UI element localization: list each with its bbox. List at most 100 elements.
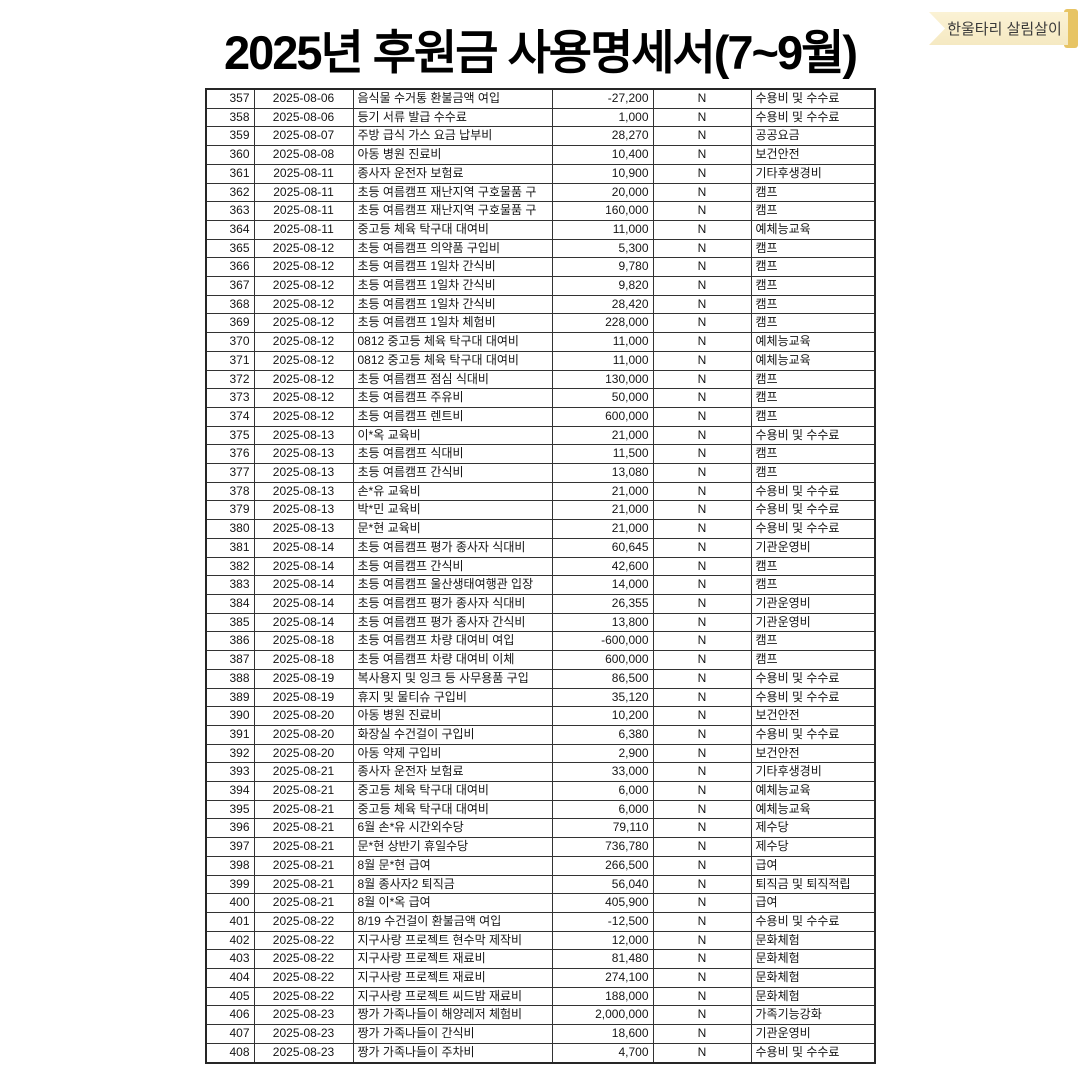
cell-category: 예체능교육: [750, 332, 876, 352]
cell-row-number: 385: [205, 612, 255, 633]
cell-amount: 26,355: [551, 593, 654, 614]
table-row: 381 2025-08-14 초등 여름캠프 평가 종사자 식대비 60,645 N 기관…: [205, 537, 876, 558]
cell-row-number: 404: [205, 968, 255, 988]
table-row: 385 2025-08-14 초등 여름캠프 평가 종사자 간식비 13,800 N 기관…: [205, 612, 876, 633]
table-row: 379 2025-08-13 박*민 교육비 21,000 N 수용비 및 수수료: [205, 500, 876, 521]
cell-amount: 14,000: [551, 575, 654, 595]
cell-flag: N: [652, 276, 752, 296]
cell-date: 2025-08-14: [253, 612, 354, 633]
cell-date: 2025-08-12: [253, 257, 354, 278]
cell-date: 2025-08-08: [253, 145, 354, 165]
cell-row-number: 391: [205, 724, 255, 745]
cell-category: 문화체험: [750, 949, 876, 970]
cell-flag: N: [652, 1024, 752, 1044]
cell-row-number: 357: [205, 88, 255, 109]
cell-category: 수용비 및 수수료: [750, 1042, 876, 1064]
cell-category: 캠프: [750, 406, 876, 427]
cell-row-number: 360: [205, 145, 255, 165]
cell-date: 2025-08-23: [253, 1024, 354, 1044]
table-row: 364 2025-08-11 중고등 체육 탁구대 대여비 11,000 N 예체능교육: [205, 219, 876, 240]
cell-description: 지구사랑 프로젝트 재료비: [352, 949, 553, 970]
cell-amount: 56,040: [551, 874, 654, 895]
donation-expense-table: 357 2025-08-06 음식물 수거통 환불금액 여입 -27,200 N 수용비 …: [205, 88, 876, 1064]
cell-row-number: 376: [205, 444, 255, 465]
cell-flag: N: [652, 537, 752, 558]
table-row: 402 2025-08-22 지구사랑 프로젝트 현수막 제작비 12,000 N 문화체…: [205, 930, 876, 951]
cell-amount: 600,000: [551, 406, 654, 427]
cell-amount: 21,000: [551, 425, 654, 446]
cell-description: 초등 여름캠프 울산생태여행관 입장: [352, 575, 553, 595]
cell-flag: N: [652, 519, 752, 539]
cell-amount: 188,000: [551, 986, 654, 1007]
cell-category: 급여: [750, 893, 876, 913]
cell-flag: N: [652, 406, 752, 427]
table-row: 373 2025-08-12 초등 여름캠프 주유비 50,000 N 캠프: [205, 388, 876, 408]
table-row: 403 2025-08-22 지구사랑 프로젝트 재료비 81,480 N 문화체험: [205, 949, 876, 970]
cell-date: 2025-08-14: [253, 537, 354, 558]
cell-amount: 4,700: [551, 1042, 654, 1064]
cell-description: 초등 여름캠프 1일차 간식비: [352, 257, 553, 278]
cell-date: 2025-08-13: [253, 519, 354, 539]
cell-description: 중고등 체육 탁구대 대여비: [352, 781, 553, 801]
cell-amount: -27,200: [551, 88, 654, 109]
cell-date: 2025-08-12: [253, 238, 354, 259]
cell-description: 종사자 운전자 보험료: [352, 762, 553, 783]
cell-category: 캠프: [750, 182, 876, 203]
cell-flag: N: [652, 145, 752, 165]
corner-ribbon: 한울타리 살림살이: [928, 9, 1080, 49]
cell-description: 초등 여름캠프 간식비: [352, 556, 553, 577]
cell-flag: N: [652, 781, 752, 801]
cell-row-number: 365: [205, 238, 255, 259]
cell-row-number: 402: [205, 930, 255, 951]
cell-flag: N: [652, 500, 752, 521]
cell-date: 2025-08-07: [253, 126, 354, 147]
table-row: 359 2025-08-07 주방 급식 가스 요금 납부비 28,270 N 공공요금: [205, 126, 876, 147]
cell-row-number: 389: [205, 687, 255, 708]
table-row: 392 2025-08-20 아동 약제 구입비 2,900 N 보건안전: [205, 743, 876, 764]
cell-category: 캠프: [750, 631, 876, 652]
cell-amount: 6,000: [551, 781, 654, 801]
cell-category: 캠프: [750, 444, 876, 465]
cell-category: 제수당: [750, 837, 876, 857]
cell-description: 초등 여름캠프 의약품 구입비: [352, 238, 553, 259]
cell-category: 예체능교육: [750, 350, 876, 371]
cell-row-number: 387: [205, 650, 255, 670]
cell-date: 2025-08-11: [253, 163, 354, 184]
cell-description: 아동 병원 진료비: [352, 706, 553, 726]
cell-date: 2025-08-21: [253, 762, 354, 783]
cell-category: 캠프: [750, 388, 876, 408]
cell-row-number: 373: [205, 388, 255, 408]
cell-category: 수용비 및 수수료: [750, 668, 876, 689]
cell-description: 이*옥 교육비: [352, 425, 553, 446]
cell-date: 2025-08-21: [253, 818, 354, 839]
cell-amount: 11,000: [551, 350, 654, 371]
cell-category: 보건안전: [750, 743, 876, 764]
table-row: 390 2025-08-20 아동 병원 진료비 10,200 N 보건안전: [205, 706, 876, 726]
cell-date: 2025-08-14: [253, 575, 354, 595]
cell-amount: 11,000: [551, 219, 654, 240]
cell-flag: N: [652, 986, 752, 1007]
table-row: 387 2025-08-18 초등 여름캠프 차량 대여비 이체 600,000 N 캠프: [205, 650, 876, 670]
table-row: 365 2025-08-12 초등 여름캠프 의약품 구입비 5,300 N 캠프: [205, 238, 876, 259]
table-row: 363 2025-08-11 초등 여름캠프 재난지역 구호물품 구 160,000 N…: [205, 201, 876, 221]
table-row: 395 2025-08-21 중고등 체육 탁구대 대여비 6,000 N 예체능교육: [205, 799, 876, 820]
cell-flag: N: [652, 968, 752, 988]
cell-flag: N: [652, 238, 752, 259]
cell-row-number: 408: [205, 1042, 255, 1064]
cell-date: 2025-08-13: [253, 500, 354, 521]
cell-flag: N: [652, 724, 752, 745]
cell-date: 2025-08-11: [253, 219, 354, 240]
cell-description: 초등 여름캠프 평가 종사자 식대비: [352, 537, 553, 558]
cell-description: 지구사랑 프로젝트 재료비: [352, 968, 553, 988]
cell-amount: 20,000: [551, 182, 654, 203]
cell-date: 2025-08-11: [253, 182, 354, 203]
cell-amount: 10,900: [551, 163, 654, 184]
table-row: 367 2025-08-12 초등 여름캠프 1일차 간식비 9,820 N 캠프: [205, 276, 876, 296]
cell-category: 기관운영비: [750, 593, 876, 614]
cell-category: 캠프: [750, 238, 876, 259]
cell-description: 6월 손*유 시간외수당: [352, 818, 553, 839]
cell-date: 2025-08-14: [253, 556, 354, 577]
cell-flag: N: [652, 294, 752, 315]
cell-date: 2025-08-21: [253, 799, 354, 820]
cell-date: 2025-08-19: [253, 687, 354, 708]
